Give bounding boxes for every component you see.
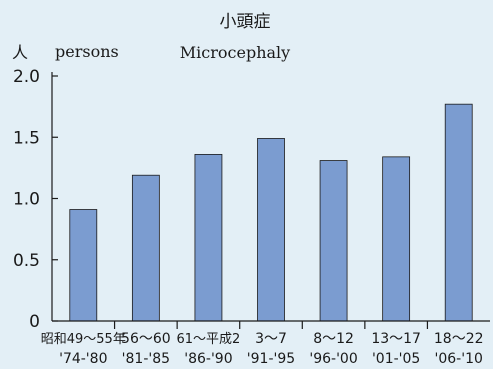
x-year-label-2: '81-'85 [122,351,170,367]
x-year-label-4: '91-'95 [247,351,295,367]
x-category-label-6: 13～17 [371,331,421,347]
bar-7 [444,103,473,322]
labels-layer: 0 0.5 1.0 1.5 2.0 昭和49～55年 '74-'80 56～60 '81-'85… [13,67,484,367]
chart-title: 小頭症 [220,12,271,32]
x-category-label-2: 56～60 [121,331,171,347]
y-tick-label-4: 2.0 [13,67,40,87]
x-year-label-5: '96-'00 [309,351,357,367]
y-axis-unit-en: persons [55,42,119,61]
bars-layer [69,103,473,322]
axes-layer [51,72,490,329]
bar-6 [382,156,411,322]
y-tick-label-3: 1.5 [13,128,40,148]
bar-3 [194,153,223,322]
y-tick-label-2: 1.0 [13,190,40,210]
y-tick-label-0: 0 [29,312,40,332]
x-year-label-1: '74-'80 [59,351,107,367]
x-year-label-3: '86-'90 [184,351,232,367]
x-category-label-5: 8～12 [313,331,354,347]
bar-5 [319,160,348,322]
bar-2 [131,174,160,322]
y-tick-label-1: 0.5 [13,251,40,271]
x-year-label-7: '06-'10 [435,351,483,367]
x-year-label-6: '01-'05 [372,351,420,367]
x-category-label-4: 3～7 [255,331,287,347]
bar-4 [257,138,285,322]
x-category-label-3: 61～平成2 [177,332,241,347]
x-category-label-1: 昭和49～55年 [41,332,126,347]
bar-1 [69,209,98,322]
y-axis-unit-ja: 人 [12,43,28,62]
x-category-label-7: 18～22 [434,331,484,347]
chart-subtitle: Microcephaly [180,43,290,62]
